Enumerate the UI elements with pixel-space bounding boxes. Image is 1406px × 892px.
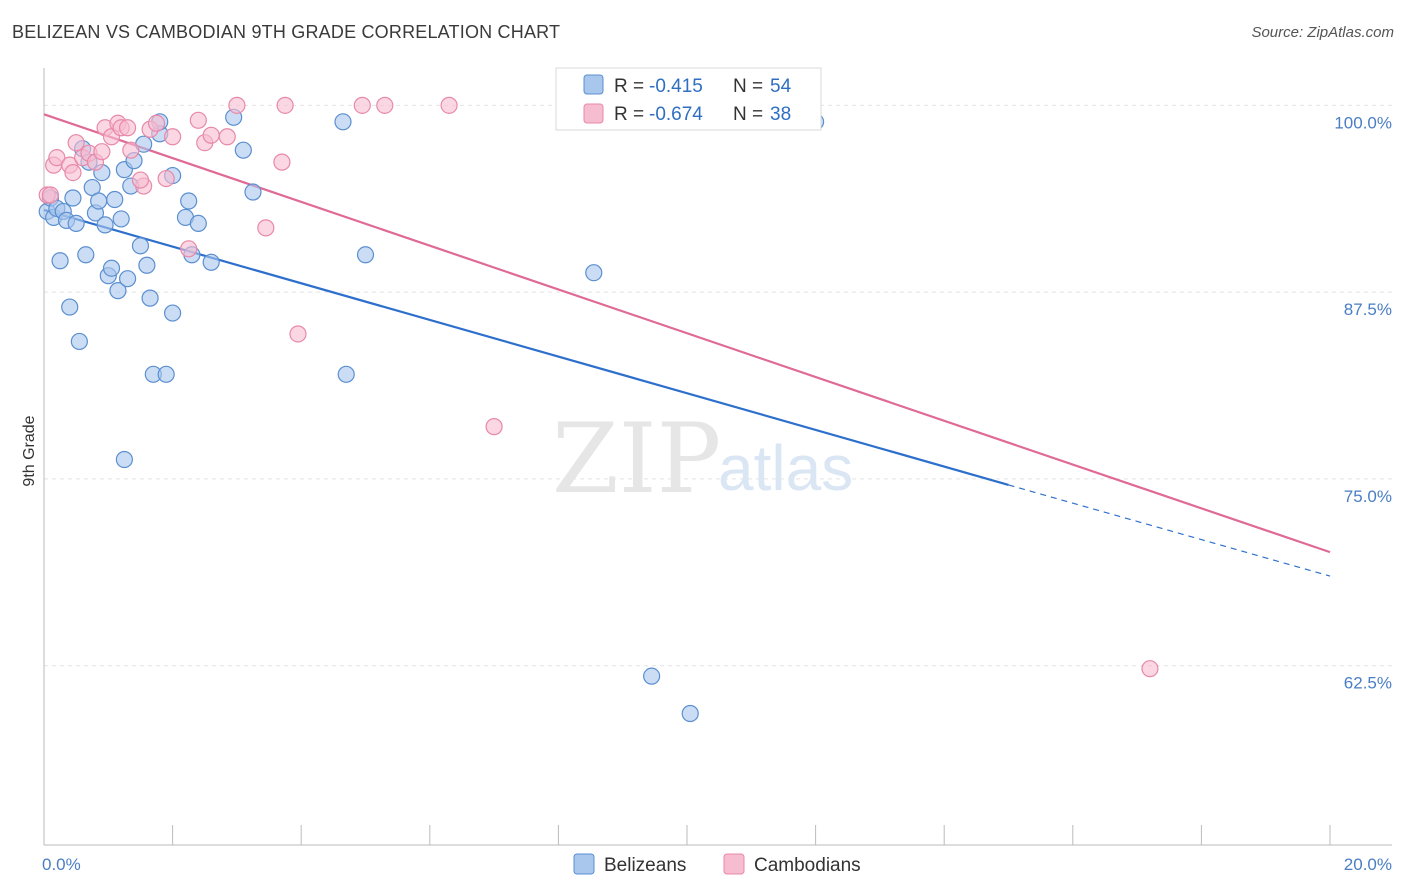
cambodian-point bbox=[48, 149, 66, 167]
belizean-point bbox=[643, 667, 661, 685]
cambodian-point bbox=[376, 96, 394, 114]
axes bbox=[43, 68, 1392, 846]
series-legend: Belizeans Cambodians bbox=[573, 853, 861, 876]
belizean-point bbox=[141, 289, 159, 307]
legend-n-label-2: N = bbox=[733, 104, 763, 125]
legend-n-label-1: N = bbox=[733, 76, 763, 97]
legend-swatch-belizeans bbox=[583, 74, 604, 95]
belizean-point bbox=[67, 214, 85, 232]
y-tick-label: 100.0% bbox=[1334, 113, 1392, 132]
belizean-point bbox=[112, 210, 130, 228]
cambodian-point bbox=[440, 96, 458, 114]
belizean-point bbox=[61, 298, 79, 316]
stats-legend: R = -0.415 N = 54 R = -0.674 N = 38 bbox=[555, 67, 822, 131]
cambodian-point bbox=[131, 171, 150, 189]
belizean-point bbox=[244, 183, 262, 201]
cambodian-point bbox=[189, 111, 207, 129]
belizean-point bbox=[77, 246, 95, 264]
cambodian-point bbox=[122, 141, 140, 159]
belizean-point bbox=[157, 365, 175, 383]
belizean-point bbox=[202, 253, 220, 271]
belizean-point bbox=[681, 704, 699, 723]
belizean-point bbox=[180, 192, 198, 210]
x-tick-labels: 0.0% 20.0% bbox=[42, 855, 1392, 874]
bottom-legend-swatch-cambodians bbox=[723, 853, 745, 875]
cambodian-point bbox=[118, 119, 137, 137]
legend-r-value-1: -0.415 bbox=[649, 76, 703, 97]
y-tick-label: 62.5% bbox=[1344, 674, 1392, 693]
belizean-point bbox=[51, 252, 69, 270]
cambodian-point bbox=[289, 325, 307, 343]
cambodian-point bbox=[180, 240, 198, 258]
belizean-point bbox=[138, 256, 156, 274]
belizean-point bbox=[64, 189, 82, 207]
watermark-zip: ZIP bbox=[552, 403, 721, 515]
belizean-point bbox=[106, 190, 124, 209]
cambodian-point bbox=[485, 418, 503, 436]
legend-r-label-1: R = bbox=[614, 76, 644, 97]
bottom-legend-belizeans: Belizeans bbox=[604, 855, 686, 876]
belizean-point bbox=[96, 216, 114, 234]
belizean-point bbox=[90, 192, 108, 210]
belizean-point bbox=[102, 259, 121, 277]
cambodian-point bbox=[164, 128, 182, 146]
bottom-legend-cambodians: Cambodians bbox=[754, 855, 861, 876]
cambodian-point bbox=[218, 128, 236, 146]
bottom-legend-swatch-belizeans bbox=[573, 853, 595, 875]
belizean-point bbox=[115, 450, 133, 469]
legend-r-label-2: R = bbox=[614, 104, 644, 125]
y-tick-label: 75.0% bbox=[1344, 487, 1392, 506]
watermark: ZIP atlas bbox=[552, 403, 853, 515]
cambodian-point bbox=[157, 169, 175, 188]
legend-n-value-2: 38 bbox=[770, 104, 791, 125]
legend-swatch-cambodians bbox=[583, 103, 604, 124]
x-tick-label: 20.0% bbox=[1344, 855, 1392, 874]
y-tick-label: 87.5% bbox=[1344, 300, 1392, 319]
cambodian-point bbox=[273, 153, 291, 171]
belizean-trendline-extension bbox=[1008, 484, 1331, 577]
belizean-trendline bbox=[43, 208, 1009, 486]
belizean-point bbox=[356, 246, 375, 264]
belizean-point bbox=[109, 282, 127, 300]
cambodian-point bbox=[353, 96, 371, 114]
belizean-point bbox=[334, 113, 352, 131]
watermark-atlas: atlas bbox=[718, 432, 853, 504]
cambodian-point bbox=[257, 219, 275, 237]
belizean-point bbox=[337, 365, 355, 383]
legend-n-value-1: 54 bbox=[770, 76, 792, 97]
cambodian-point bbox=[41, 186, 60, 204]
source-credit: Source: ZipAtlas.com bbox=[1251, 24, 1394, 41]
cambodian-point bbox=[1141, 660, 1159, 678]
y-axis-label: 9th Grade bbox=[21, 415, 38, 486]
cambodian-point bbox=[276, 96, 294, 114]
belizean-point bbox=[131, 237, 150, 255]
chart-title: BELIZEAN VS CAMBODIAN 9TH GRADE CORRELAT… bbox=[12, 22, 561, 42]
y-tick-labels: 100.0% 87.5% 75.0% 62.5% bbox=[1334, 113, 1392, 692]
belizean-point bbox=[585, 264, 603, 282]
x-tick-label: 0.0% bbox=[42, 855, 81, 874]
belizean-point bbox=[234, 141, 252, 159]
cambodian-point bbox=[202, 126, 220, 144]
belizean-point bbox=[70, 332, 88, 351]
cambodian-point bbox=[93, 143, 111, 161]
cambodian-point bbox=[64, 163, 82, 182]
data-points bbox=[38, 96, 1159, 723]
cambodian-point bbox=[147, 114, 166, 132]
cambodian-point bbox=[228, 96, 246, 114]
belizean-point bbox=[118, 270, 137, 288]
belizean-point bbox=[189, 214, 207, 232]
cambodian-point bbox=[67, 134, 85, 152]
legend-r-value-2: -0.674 bbox=[649, 104, 703, 125]
belizean-point bbox=[164, 304, 182, 322]
